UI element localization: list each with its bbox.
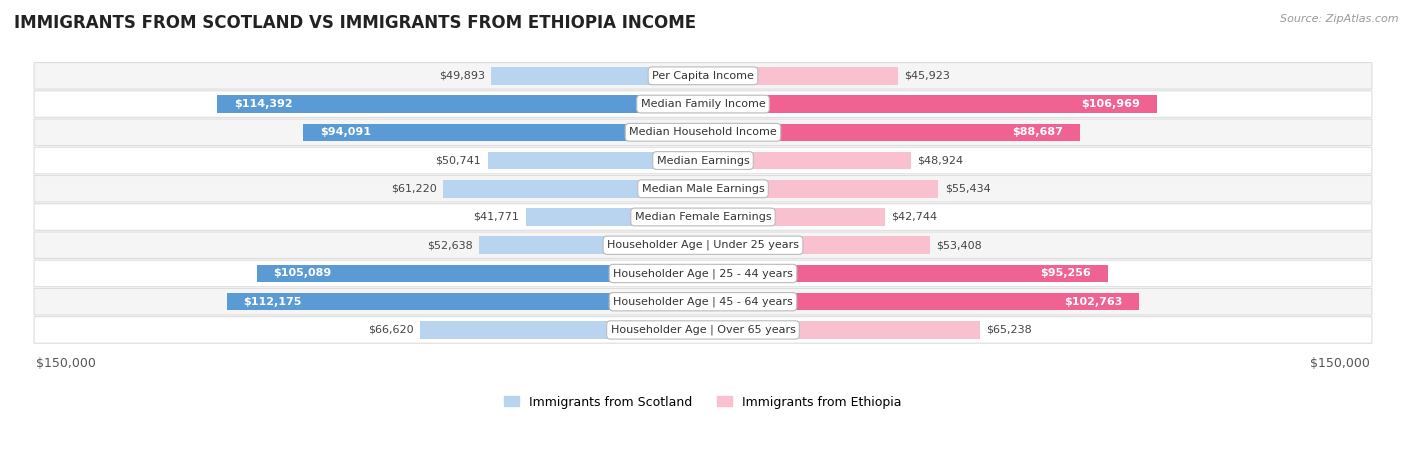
Text: $88,687: $88,687 bbox=[1012, 127, 1063, 137]
Text: $49,893: $49,893 bbox=[439, 71, 485, 81]
Text: $61,220: $61,220 bbox=[391, 184, 437, 194]
Text: Median Earnings: Median Earnings bbox=[657, 156, 749, 165]
Bar bbox=[491, 67, 703, 85]
Text: $66,620: $66,620 bbox=[368, 325, 413, 335]
Bar bbox=[703, 67, 898, 85]
Bar bbox=[703, 321, 980, 339]
Bar bbox=[304, 124, 703, 141]
Bar bbox=[226, 293, 703, 311]
Text: Householder Age | 25 - 44 years: Householder Age | 25 - 44 years bbox=[613, 268, 793, 279]
Bar bbox=[703, 180, 938, 198]
Legend: Immigrants from Scotland, Immigrants from Ethiopia: Immigrants from Scotland, Immigrants fro… bbox=[505, 396, 901, 409]
Bar bbox=[217, 95, 703, 113]
Bar bbox=[703, 265, 1108, 282]
Text: $53,408: $53,408 bbox=[936, 240, 981, 250]
Text: $45,923: $45,923 bbox=[904, 71, 950, 81]
Text: $94,091: $94,091 bbox=[321, 127, 371, 137]
Text: $55,434: $55,434 bbox=[945, 184, 991, 194]
Bar bbox=[703, 293, 1139, 311]
Bar bbox=[257, 265, 703, 282]
Text: $112,175: $112,175 bbox=[243, 297, 302, 307]
Text: $105,089: $105,089 bbox=[274, 269, 332, 278]
Text: $41,771: $41,771 bbox=[474, 212, 519, 222]
Bar bbox=[420, 321, 703, 339]
Bar bbox=[703, 152, 911, 169]
FancyBboxPatch shape bbox=[34, 91, 1372, 117]
Text: $102,763: $102,763 bbox=[1064, 297, 1122, 307]
Bar bbox=[703, 124, 1080, 141]
FancyBboxPatch shape bbox=[34, 147, 1372, 174]
Text: $42,744: $42,744 bbox=[891, 212, 936, 222]
Text: Householder Age | 45 - 64 years: Householder Age | 45 - 64 years bbox=[613, 297, 793, 307]
Text: $48,924: $48,924 bbox=[917, 156, 963, 165]
Bar bbox=[488, 152, 703, 169]
Bar bbox=[703, 236, 929, 254]
Text: Per Capita Income: Per Capita Income bbox=[652, 71, 754, 81]
Bar bbox=[703, 95, 1157, 113]
FancyBboxPatch shape bbox=[34, 289, 1372, 315]
Text: Source: ZipAtlas.com: Source: ZipAtlas.com bbox=[1281, 14, 1399, 24]
Text: $114,392: $114,392 bbox=[235, 99, 292, 109]
Bar bbox=[479, 236, 703, 254]
Text: $95,256: $95,256 bbox=[1040, 269, 1091, 278]
Text: $52,638: $52,638 bbox=[427, 240, 472, 250]
FancyBboxPatch shape bbox=[34, 204, 1372, 230]
FancyBboxPatch shape bbox=[34, 63, 1372, 89]
Text: Median Male Earnings: Median Male Earnings bbox=[641, 184, 765, 194]
FancyBboxPatch shape bbox=[34, 260, 1372, 287]
Text: IMMIGRANTS FROM SCOTLAND VS IMMIGRANTS FROM ETHIOPIA INCOME: IMMIGRANTS FROM SCOTLAND VS IMMIGRANTS F… bbox=[14, 14, 696, 32]
Text: Median Household Income: Median Household Income bbox=[628, 127, 778, 137]
Text: $50,741: $50,741 bbox=[436, 156, 481, 165]
Text: Householder Age | Over 65 years: Householder Age | Over 65 years bbox=[610, 325, 796, 335]
Text: $65,238: $65,238 bbox=[987, 325, 1032, 335]
Text: Median Female Earnings: Median Female Earnings bbox=[634, 212, 772, 222]
FancyBboxPatch shape bbox=[34, 119, 1372, 146]
Text: Median Family Income: Median Family Income bbox=[641, 99, 765, 109]
Bar bbox=[443, 180, 703, 198]
Bar bbox=[526, 208, 703, 226]
FancyBboxPatch shape bbox=[34, 232, 1372, 259]
Bar bbox=[703, 208, 884, 226]
Text: Householder Age | Under 25 years: Householder Age | Under 25 years bbox=[607, 240, 799, 250]
FancyBboxPatch shape bbox=[34, 317, 1372, 343]
FancyBboxPatch shape bbox=[34, 176, 1372, 202]
Text: $106,969: $106,969 bbox=[1081, 99, 1140, 109]
